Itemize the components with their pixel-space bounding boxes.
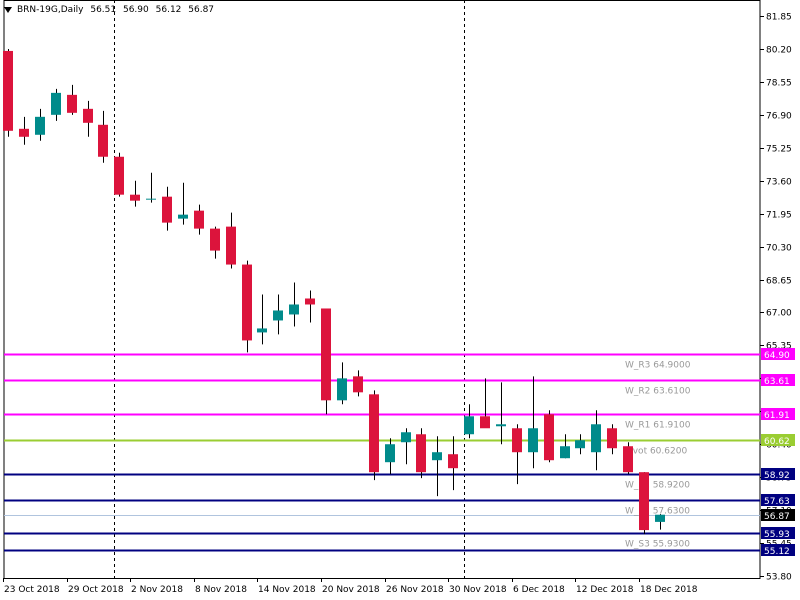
- candle-body: [67, 94, 77, 113]
- x-axis-label: 6 Dec 2018: [513, 585, 565, 595]
- candle-body: [623, 446, 633, 473]
- level-price-tag: 55.12: [764, 547, 790, 557]
- y-axis-label: 71.95: [766, 211, 792, 221]
- candle-body: [544, 414, 554, 461]
- level-label-w_s1: W_S1 58.9200: [625, 481, 690, 491]
- plot-frame: [3, 0, 761, 579]
- candle-body: [51, 92, 61, 115]
- candle-body: [385, 444, 395, 463]
- candle-body: [496, 424, 506, 427]
- ohlc-high: 56.90: [122, 5, 149, 15]
- y-axis-label: 78.55: [766, 79, 792, 89]
- dropdown-triangle-icon[interactable]: [4, 6, 12, 13]
- y-axis-label: 68.65: [766, 277, 792, 287]
- candle-body: [98, 124, 108, 157]
- x-axis-label: 8 Nov 2018: [195, 585, 247, 595]
- candle-body: [19, 128, 29, 137]
- candle-body: [289, 304, 299, 315]
- level-price-tag-bg: [761, 408, 795, 420]
- candle-body: [226, 226, 236, 265]
- candle-body: [591, 424, 601, 453]
- candle-body: [480, 416, 490, 429]
- level-price-tag: 55.93: [764, 530, 790, 540]
- candle-body: [575, 440, 585, 449]
- candle-body: [178, 214, 188, 219]
- level-label-w_s3: W_S3 55.9300: [625, 540, 690, 550]
- level-price-tag-bg: [761, 468, 795, 480]
- candle-body: [639, 472, 649, 531]
- candle-body: [655, 514, 665, 522]
- y-axis-label: 81.85: [766, 13, 792, 23]
- chart-header: BRN-19G,Daily 56.51 56.90 56.12 56.87: [4, 3, 218, 17]
- candle-body: [130, 194, 140, 201]
- candle-body: [83, 108, 93, 123]
- y-axis-label: 73.60: [766, 178, 792, 188]
- candle-body: [35, 116, 45, 135]
- level-price-tag: 61.91: [764, 411, 790, 421]
- level-label-w_s2: W_S2 57.6300: [625, 507, 690, 517]
- candle-body: [401, 432, 411, 443]
- level-price-tag-bg: [761, 374, 795, 386]
- candle-body: [464, 416, 474, 435]
- level-price-tag-bg: [761, 494, 795, 506]
- candle-body: [369, 394, 379, 473]
- level-price-tag: 64.90: [764, 351, 790, 361]
- level-label-w_r1: W_R1 61.9100: [625, 421, 691, 431]
- candle-body: [337, 378, 347, 401]
- level-price-tag-bg: [761, 527, 795, 539]
- x-axis-label: 12 Dec 2018: [576, 585, 634, 595]
- x-axis-label: 30 Nov 2018: [449, 585, 507, 595]
- y-axis-label: 70.30: [766, 244, 792, 254]
- candle-body: [448, 454, 458, 469]
- symbol-timeframe: BRN-19G,Daily: [17, 5, 84, 15]
- current-price-tag: 56.87: [764, 512, 790, 522]
- candle-body: [528, 428, 538, 453]
- x-axis-label: 23 Oct 2018: [4, 585, 60, 595]
- candle-body: [114, 156, 124, 195]
- level-price-tag: 63.61: [764, 377, 790, 387]
- candle-body: [257, 328, 267, 333]
- ohlc-low: 56.12: [155, 5, 182, 15]
- y-axis-label: 80.20: [766, 46, 792, 56]
- candle-body: [353, 376, 363, 393]
- level-label-w_r2: W_R2 63.6100: [625, 387, 691, 397]
- current-price-tag-bg: [761, 509, 795, 521]
- x-axis-label: 29 Oct 2018: [68, 585, 124, 595]
- level-price-tag-bg: [761, 434, 795, 446]
- candle-body: [242, 264, 252, 341]
- x-axis-label: 20 Nov 2018: [322, 585, 380, 595]
- y-axis-label: 67.00: [766, 309, 792, 319]
- candle-body: [3, 50, 13, 131]
- x-axis-label: 2 Nov 2018: [131, 585, 183, 595]
- candle-body: [416, 434, 426, 473]
- level-price-tag-bg: [761, 544, 795, 556]
- level-label-w_r3: W_R3 64.9000: [625, 361, 691, 371]
- candle-body: [210, 228, 220, 251]
- candle-body: [321, 308, 331, 401]
- x-axis-label: 26 Nov 2018: [386, 585, 444, 595]
- candle-body: [607, 428, 617, 449]
- candle-body: [273, 310, 283, 321]
- ohlc-open: 56.51: [90, 5, 117, 15]
- x-axis-label: 14 Nov 2018: [258, 585, 316, 595]
- candle-body: [162, 196, 172, 223]
- candle-body: [560, 446, 570, 459]
- level-label-pivot: Pivot 60.6200: [625, 447, 687, 457]
- level-price-tag: 58.92: [764, 471, 790, 481]
- y-axis-label: 76.90: [766, 112, 792, 122]
- candle-body: [512, 428, 522, 453]
- candle-body: [305, 298, 315, 305]
- y-axis-label: 53.80: [766, 573, 792, 583]
- level-price-tag: 60.62: [764, 437, 790, 447]
- candle-body: [194, 210, 204, 229]
- level-price-tag-bg: [761, 348, 795, 360]
- candle-body: [432, 452, 442, 461]
- x-axis-label: 18 Dec 2018: [640, 585, 698, 595]
- candle-body: [146, 198, 156, 200]
- level-price-tag: 57.63: [764, 497, 790, 507]
- y-axis-label: 75.25: [766, 145, 792, 155]
- y-axis-label: 65.35: [766, 342, 792, 352]
- ohlc-close: 56.87: [188, 5, 215, 15]
